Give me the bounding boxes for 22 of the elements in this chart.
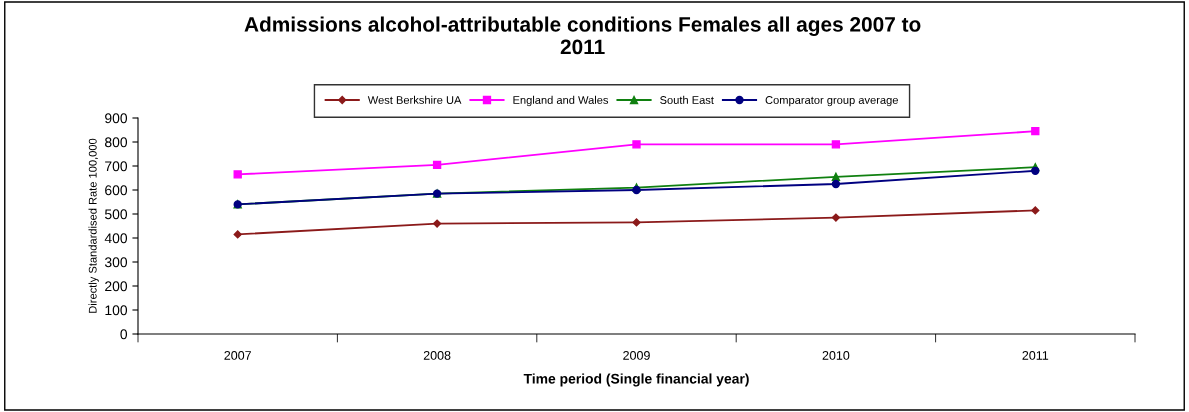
- y-tick-label: 100: [105, 305, 128, 316]
- y-tick-label: 200: [105, 281, 128, 292]
- x-tick-label: 2009: [623, 351, 650, 360]
- legend-label: West Berkshire UA: [367, 95, 462, 104]
- x-tick-label: 2008: [423, 351, 451, 360]
- x-tick-label: 2010: [822, 351, 850, 360]
- legend-label: England and Wales: [513, 95, 609, 107]
- y-tick-label: 300: [104, 257, 128, 268]
- x-axis-title: Time period (Single financial year): [523, 373, 749, 387]
- y-tick-label: 400: [104, 233, 128, 244]
- x-tick-label: 2007: [224, 351, 251, 360]
- y-tick-label: 800: [105, 137, 128, 148]
- y-tick-label: 0: [120, 329, 128, 340]
- y-axis-title: Directly Standardised Rate 100,000: [88, 138, 99, 313]
- legend-label: South East: [660, 95, 714, 104]
- x-tick-label: 2011: [1022, 351, 1049, 360]
- y-tick-label: 900: [105, 113, 128, 124]
- chart-title: Admissions alcohol-attributable conditions Females all ages 2007 to 2011: [244, 16, 921, 55]
- y-tick-label: 600: [105, 185, 128, 196]
- y-tick-label: 700: [105, 161, 128, 172]
- legend-label: Comparator group average: [765, 96, 898, 107]
- y-tick-label: 500: [104, 209, 128, 220]
